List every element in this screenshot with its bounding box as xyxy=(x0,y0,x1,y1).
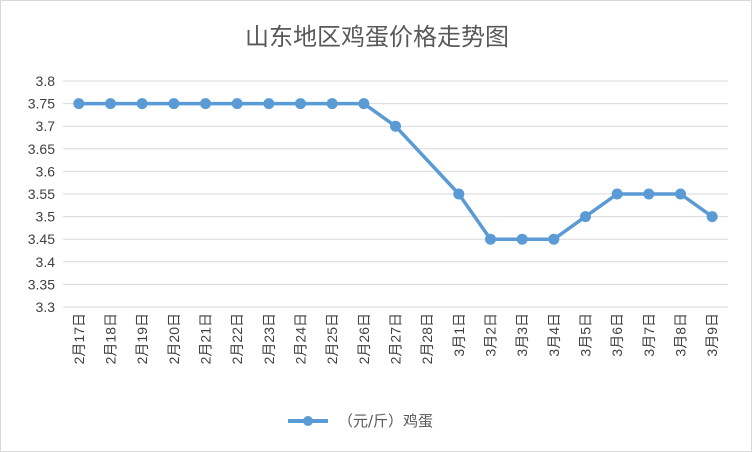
data-point xyxy=(136,98,148,110)
x-tick-label: 3月1日 xyxy=(451,313,467,357)
x-tick-label: 3月5日 xyxy=(578,313,594,357)
x-tick-label: 2月24日 xyxy=(293,313,309,364)
data-point xyxy=(580,211,591,223)
data-point xyxy=(168,98,180,110)
y-tick-label: 3.8 xyxy=(36,73,56,89)
y-tick-label: 3.35 xyxy=(28,276,55,292)
data-point xyxy=(643,188,655,200)
x-tick-label: 2月21日 xyxy=(198,313,214,364)
data-point xyxy=(516,233,528,245)
y-tick-label: 3.45 xyxy=(28,231,55,247)
y-tick-label: 3.7 xyxy=(36,118,56,134)
data-point xyxy=(453,188,465,200)
x-tick-label: 2月26日 xyxy=(356,313,372,364)
legend: （元/斤）鸡蛋 xyxy=(288,412,433,430)
x-tick-label: 2月17日 xyxy=(71,313,87,364)
data-point xyxy=(263,98,275,110)
x-tick-label: 2月20日 xyxy=(166,313,182,364)
x-tick-label: 3月2日 xyxy=(483,313,499,357)
series-layer xyxy=(73,98,718,245)
y-tick-label: 3.4 xyxy=(36,254,56,270)
data-point xyxy=(485,233,496,245)
x-tick-label: 3月3日 xyxy=(514,313,530,357)
data-point xyxy=(548,233,560,245)
data-point xyxy=(358,98,370,110)
data-point xyxy=(231,98,243,110)
y-tick-label: 3.55 xyxy=(28,186,55,202)
x-tick-label: 2月19日 xyxy=(134,313,150,364)
x-tick-label: 3月9日 xyxy=(704,313,720,357)
y-tick-label: 3.65 xyxy=(28,141,55,157)
legend-label: （元/斤）鸡蛋 xyxy=(338,412,433,430)
data-point xyxy=(200,98,211,110)
x-tick-label: 3月7日 xyxy=(641,313,657,357)
x-tick-label: 2月28日 xyxy=(419,313,435,364)
x-tick-label: 2月25日 xyxy=(324,313,340,364)
data-point xyxy=(675,188,686,200)
x-tick-label: 2月18日 xyxy=(103,313,119,364)
x-tick-label: 2月22日 xyxy=(229,313,245,364)
y-tick-label: 3.6 xyxy=(36,163,56,179)
y-tick-label: 3.3 xyxy=(36,299,56,315)
y-tick-label: 3.75 xyxy=(28,96,55,112)
x-tick-label: 3月4日 xyxy=(546,313,562,357)
data-point xyxy=(73,98,85,110)
x-tick-label: 2月23日 xyxy=(261,313,277,364)
x-tick-label: 3月8日 xyxy=(673,313,689,357)
legend-marker xyxy=(303,416,313,426)
y-axis-ticks: 3.3 3.35 3.4 3.45 3.5 3.55 3.6 3.65 3.7 3.75 3.8 xyxy=(28,73,55,315)
data-point xyxy=(295,98,306,110)
y-tick-label: 3.5 xyxy=(36,209,56,225)
data-point xyxy=(326,98,338,110)
x-tick-label: 2月27日 xyxy=(388,313,404,364)
data-point xyxy=(105,98,116,110)
data-point xyxy=(611,188,623,200)
chart-title: 山东地区鸡蛋价格走势图 xyxy=(245,23,509,51)
x-tick-label: 3月6日 xyxy=(609,313,625,357)
data-point xyxy=(390,120,401,132)
data-point xyxy=(706,211,718,223)
x-axis-ticks: 2月17日 2月18日 2月19日 2月20日 2月21日 2月22日 2月23日 2月24日… xyxy=(71,313,720,364)
